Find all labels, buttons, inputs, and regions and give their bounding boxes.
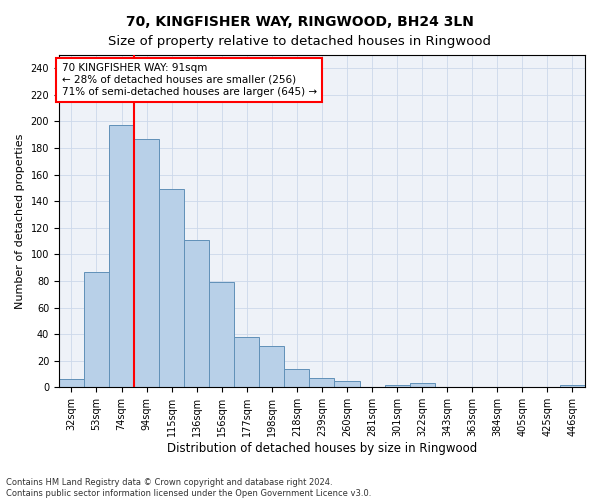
Text: 70 KINGFISHER WAY: 91sqm
← 28% of detached houses are smaller (256)
71% of semi-: 70 KINGFISHER WAY: 91sqm ← 28% of detach… (62, 64, 317, 96)
Text: Contains HM Land Registry data © Crown copyright and database right 2024.
Contai: Contains HM Land Registry data © Crown c… (6, 478, 371, 498)
Bar (385, 384, 410, 388)
Text: Size of property relative to detached houses in Ringwood: Size of property relative to detached ho… (109, 35, 491, 48)
Bar (209, 282, 234, 388)
Bar (234, 337, 259, 388)
Bar (310, 378, 334, 388)
X-axis label: Distribution of detached houses by size in Ringwood: Distribution of detached houses by size … (167, 442, 477, 455)
Y-axis label: Number of detached properties: Number of detached properties (15, 134, 25, 309)
Bar (259, 346, 284, 388)
Bar (334, 380, 359, 388)
Bar (159, 190, 184, 388)
Text: 70, KINGFISHER WAY, RINGWOOD, BH24 3LN: 70, KINGFISHER WAY, RINGWOOD, BH24 3LN (126, 15, 474, 29)
Bar (109, 126, 134, 388)
Bar (284, 368, 310, 388)
Bar (84, 272, 109, 388)
Bar (59, 380, 84, 388)
Bar (134, 139, 159, 388)
Bar (410, 384, 434, 388)
Bar (184, 240, 209, 388)
Bar (560, 384, 585, 388)
